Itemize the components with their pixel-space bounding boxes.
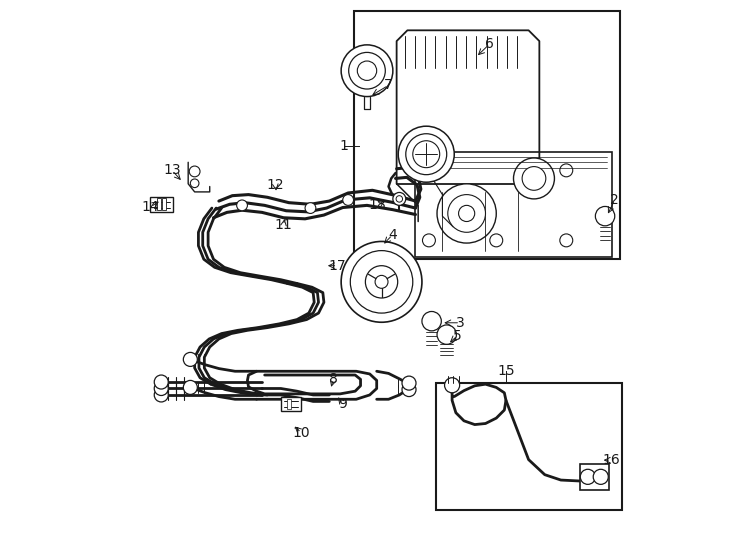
Circle shape: [522, 166, 546, 190]
Bar: [281, 397, 301, 411]
Circle shape: [423, 234, 435, 247]
Text: 15: 15: [497, 364, 515, 378]
Text: 4: 4: [388, 228, 396, 242]
Circle shape: [437, 325, 457, 345]
Circle shape: [375, 275, 388, 288]
Bar: [436, 383, 622, 510]
Text: 8: 8: [329, 372, 338, 386]
Text: 2: 2: [611, 193, 619, 207]
Circle shape: [366, 266, 398, 298]
Circle shape: [350, 251, 413, 313]
Text: 9: 9: [338, 396, 347, 410]
Circle shape: [593, 469, 608, 484]
Circle shape: [560, 234, 573, 247]
Circle shape: [437, 184, 496, 243]
Bar: [150, 197, 173, 212]
Text: 17: 17: [329, 259, 346, 273]
Text: 11: 11: [275, 218, 292, 232]
Bar: [415, 152, 612, 256]
Circle shape: [413, 141, 440, 167]
Circle shape: [357, 61, 377, 80]
Circle shape: [560, 164, 573, 177]
Text: 18: 18: [369, 198, 387, 212]
Bar: [287, 399, 291, 409]
Circle shape: [393, 192, 406, 205]
Circle shape: [448, 194, 485, 232]
Text: 5: 5: [453, 329, 462, 343]
Circle shape: [514, 158, 554, 199]
Circle shape: [402, 382, 416, 396]
Circle shape: [490, 234, 503, 247]
Circle shape: [305, 202, 316, 213]
Text: 16: 16: [602, 453, 620, 467]
Circle shape: [581, 469, 595, 484]
Text: 12: 12: [266, 178, 284, 192]
Circle shape: [184, 380, 197, 394]
Circle shape: [341, 241, 422, 322]
Text: 3: 3: [456, 316, 465, 330]
Text: 13: 13: [163, 164, 181, 177]
Bar: [158, 198, 161, 210]
Text: 1: 1: [339, 139, 348, 153]
Circle shape: [190, 179, 199, 187]
Circle shape: [154, 388, 168, 402]
Circle shape: [445, 377, 459, 393]
Circle shape: [595, 206, 615, 226]
Circle shape: [236, 200, 247, 211]
Text: 14: 14: [142, 200, 159, 214]
Circle shape: [423, 164, 435, 177]
Text: 6: 6: [485, 37, 494, 51]
Circle shape: [189, 166, 200, 177]
Bar: [580, 464, 609, 490]
Circle shape: [154, 375, 168, 389]
Circle shape: [399, 126, 454, 182]
Circle shape: [341, 45, 393, 97]
Circle shape: [154, 381, 168, 395]
Circle shape: [402, 376, 416, 390]
Circle shape: [349, 52, 385, 89]
Bar: [162, 198, 166, 210]
Circle shape: [422, 312, 441, 331]
Circle shape: [459, 205, 475, 221]
Circle shape: [184, 353, 197, 367]
Circle shape: [343, 194, 354, 205]
Text: 7: 7: [384, 78, 393, 92]
Text: 10: 10: [292, 426, 310, 440]
Circle shape: [396, 195, 402, 202]
Circle shape: [406, 134, 447, 174]
Bar: [354, 11, 620, 259]
